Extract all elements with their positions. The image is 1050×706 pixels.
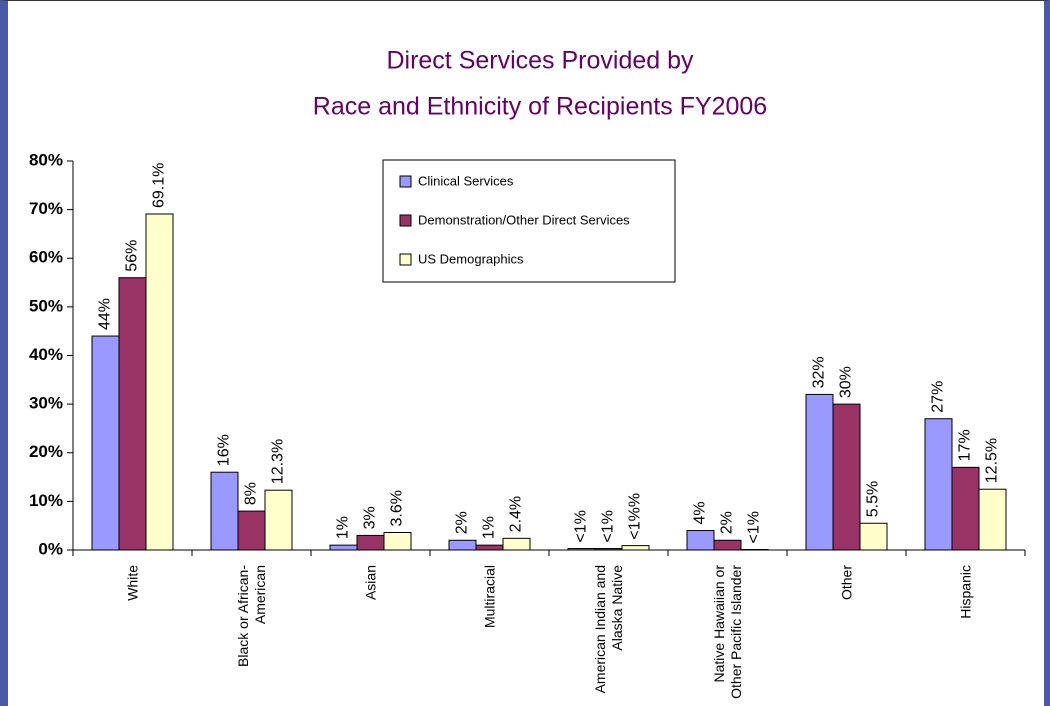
legend-swatch [399,253,412,266]
y-tick-label: 20% [29,442,63,461]
value-label: 3.6% [389,490,406,526]
x-tick-label: Hispanic [957,565,973,619]
value-label: 3% [362,506,379,529]
y-tick-label: 80% [29,150,63,169]
value-label: <1% [600,510,617,542]
bar [978,488,1007,551]
x-tick-label: Asian [362,565,378,601]
value-label: 32% [811,356,828,388]
bar [502,537,531,551]
value-label: 30% [838,366,855,398]
legend-label: Clinical Services [418,173,514,188]
bar [264,489,293,551]
value-label: 69.1% [151,163,168,208]
bar [832,403,861,551]
value-label: 2% [719,511,736,534]
value-label: 17% [957,429,974,461]
y-tick-label: 10% [29,491,63,510]
value-label: 1% [335,516,352,539]
y-tick-label: 70% [29,199,63,218]
value-label: 56% [124,240,141,272]
value-label: 4% [692,501,709,524]
bar [859,522,888,551]
value-label: 12.5% [984,438,1001,483]
bar [237,510,266,551]
y-tick-label: 40% [29,345,63,364]
value-label: 2% [454,511,471,534]
x-tick-label: Black or African-American [234,565,268,667]
bar [210,471,239,551]
value-label: <1%% [627,493,644,540]
value-label: 27% [930,381,947,413]
value-label: 8% [243,482,260,505]
bar [805,393,834,551]
chart-title: Direct Services Provided by [386,47,694,75]
y-tick-label: 60% [29,248,63,267]
bar [594,548,623,551]
bar [91,335,120,551]
value-label: <1% [746,511,763,543]
bar [448,539,477,551]
bar [356,534,385,551]
x-tick-label: Multiracial [481,565,497,629]
value-label: <1% [573,510,590,542]
bar [713,539,742,551]
value-label: 12.3% [270,439,287,484]
y-tick-label: 0% [38,539,63,558]
value-label: 44% [97,298,114,330]
x-tick-label: White [124,565,140,601]
bar [383,531,412,551]
bar [621,545,650,551]
x-tick-label: Other [838,565,854,601]
bar [145,213,174,551]
bar [118,277,147,551]
value-label: 16% [216,434,233,466]
x-tick-label: American Indian and Alaska Native [591,565,625,694]
bar [924,418,953,551]
y-tick-label: 50% [29,296,63,315]
value-label: 2.4% [508,496,525,532]
bar [951,466,980,551]
legend-swatch [399,175,412,188]
bar [329,544,358,551]
legend-swatch [399,214,412,227]
legend-label: Demonstration/Other Direct Services [418,212,630,227]
chart-title: Race and Ethnicity of Recipients FY2006 [313,93,767,121]
value-label: 5.5% [865,481,882,517]
bar [567,548,596,551]
y-tick-label: 30% [29,394,63,413]
value-label: 1% [481,516,498,539]
bar [686,530,715,551]
legend-label: US Demographics [418,251,524,266]
x-tick-label: Native Hawaiian or Other Pacific Islande… [710,565,744,699]
legend-box [382,159,676,283]
bar [475,544,504,551]
